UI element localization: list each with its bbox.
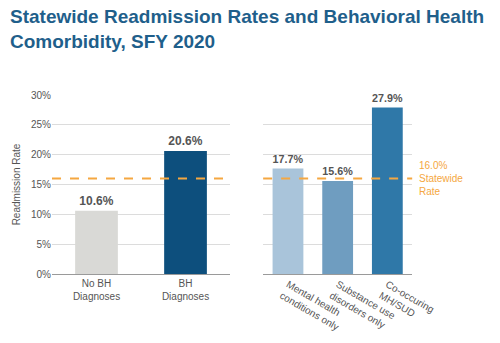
svg-text:16.0%StatewideRate: 16.0%StatewideRate [419,160,463,197]
svg-text:27.9%: 27.9% [372,92,403,104]
svg-text:17.7%: 17.7% [273,153,304,165]
svg-text:Statewide Readmission Rates an: Statewide Readmission Rates and Behavior… [10,6,484,52]
svg-text:15%: 15% [31,179,51,190]
svg-text:5%: 5% [37,239,52,250]
svg-text:30%: 30% [31,90,51,101]
svg-text:10%: 10% [31,209,51,220]
svg-text:15.6%: 15.6% [322,165,353,177]
svg-text:0%: 0% [37,269,52,280]
svg-text:BHDiagnoses: BHDiagnoses [162,278,209,302]
svg-text:Readmission Rate: Readmission Rate [11,143,22,225]
svg-text:20%: 20% [31,149,51,160]
svg-text:Substance usedisorders only: Substance usedisorders only [328,279,398,333]
svg-text:Co-occuringMH/SUD: Co-occuringMH/SUD [377,279,436,327]
svg-text:25%: 25% [31,119,51,130]
svg-text:20.6%: 20.6% [168,134,202,148]
svg-text:10.6%: 10.6% [79,194,113,208]
svg-text:No BHDiagnoses: No BHDiagnoses [73,278,120,302]
svg-text:Mental healthconditions only: Mental healthconditions only [278,279,347,333]
